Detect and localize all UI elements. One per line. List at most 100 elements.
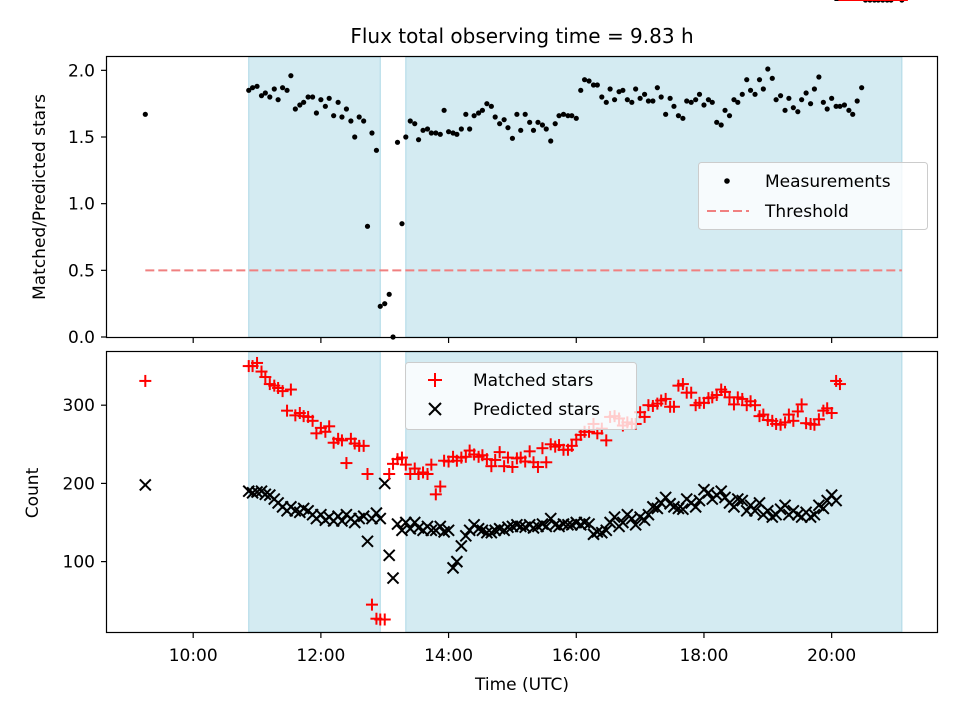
y-tick-label: 1.0 xyxy=(68,195,95,215)
predicted-star-point xyxy=(748,504,762,517)
predicted-marker-stroke xyxy=(667,500,681,514)
matched-star-point xyxy=(361,468,374,481)
predicted-marker-stroke xyxy=(544,512,557,525)
matched-star-point xyxy=(659,392,672,405)
measurement-point xyxy=(594,82,600,88)
measurement-point xyxy=(522,111,528,117)
top-y-axis-label: Matched/Predicted stars xyxy=(30,94,50,300)
legend-measurements-marker xyxy=(724,178,730,184)
predicted-marker-stroke xyxy=(408,516,421,529)
matched-star-point xyxy=(782,408,795,421)
measurement-point xyxy=(752,91,758,97)
predicted-marker-stroke xyxy=(335,514,349,528)
measurement-point xyxy=(428,130,434,136)
measurement-point xyxy=(484,101,490,107)
predicted-marker-stroke xyxy=(727,500,741,514)
predicted-marker-stroke xyxy=(412,521,425,535)
matched-star-point xyxy=(727,398,740,411)
matched-star-point xyxy=(139,374,152,387)
measurement-point xyxy=(581,77,588,83)
predicted-star-point xyxy=(361,535,374,548)
measurement-point xyxy=(735,99,741,105)
measurement-point xyxy=(714,119,720,125)
bottom-panel: 100 200 300 10:00 12:00 14:00 16:00 18:00 20:00… xyxy=(23,0,939,695)
measurement-point xyxy=(433,130,439,136)
measurement-point xyxy=(569,113,575,119)
chart-title: Flux total observing time = 9.83 h xyxy=(350,24,693,48)
predicted-marker-stroke xyxy=(501,520,515,534)
measurement-point xyxy=(816,74,822,80)
x-tick-label: 10:00 xyxy=(169,646,218,666)
matched-star-point xyxy=(395,451,408,464)
measurement-point xyxy=(824,106,830,112)
measurement-point xyxy=(348,118,354,124)
measurement-point xyxy=(258,93,265,99)
measurement-point xyxy=(518,127,524,133)
predicted-marker-stroke xyxy=(480,526,494,539)
measurement-point xyxy=(509,135,516,141)
measurement-point xyxy=(373,147,380,153)
measurement-point xyxy=(279,85,286,91)
predicted-star-point xyxy=(727,500,741,514)
measurement-point xyxy=(543,126,549,132)
measurement-point xyxy=(267,94,273,100)
matched-star-point xyxy=(425,458,438,471)
measurement-point xyxy=(629,99,635,105)
predicted-marker-stroke xyxy=(434,520,447,533)
matched-star-point xyxy=(791,405,804,418)
predicted-marker-stroke xyxy=(748,504,762,517)
measurement-point xyxy=(688,99,694,105)
matched-star-point xyxy=(749,399,762,412)
measurement-point xyxy=(297,102,303,108)
predicted-marker-stroke xyxy=(297,502,310,515)
top-plot-frame xyxy=(105,55,939,339)
matched-star-point xyxy=(667,400,680,413)
measurements-points xyxy=(142,0,905,340)
predicted-star-point xyxy=(761,504,775,517)
measurement-point xyxy=(637,95,643,101)
predicted-marker-stroke xyxy=(425,524,438,537)
bottom-legend: Matched stars Predicted stars xyxy=(405,362,637,430)
measurement-point xyxy=(769,75,775,81)
measurement-point xyxy=(586,78,592,84)
measurement-point xyxy=(386,291,392,297)
predicted-star-point xyxy=(455,539,468,553)
measurement-point xyxy=(420,127,426,133)
measurement-point xyxy=(620,87,626,93)
measurement-point xyxy=(322,103,328,109)
measurement-point xyxy=(790,105,796,111)
measurement-point xyxy=(611,97,618,103)
predicted-star-point xyxy=(450,555,464,568)
measurement-point xyxy=(479,107,486,113)
predicted-marker-stroke xyxy=(386,571,400,585)
predicted-star-point xyxy=(736,494,749,507)
measurement-point xyxy=(641,91,648,97)
predicted-star-point xyxy=(386,571,400,585)
predicted-marker-stroke xyxy=(561,518,575,532)
measurement-point xyxy=(667,95,673,101)
matched-star-point xyxy=(825,407,838,420)
matched-stars-points xyxy=(139,0,908,626)
measurement-point xyxy=(292,106,298,112)
measurement-point xyxy=(403,134,409,140)
measurement-point xyxy=(756,77,763,83)
top-panel: 0.00.51.01.52.0 Matched/Predicted stars … xyxy=(30,0,939,348)
measurement-point xyxy=(658,94,664,100)
measurement-point xyxy=(246,87,252,93)
measurement-point xyxy=(254,83,260,89)
measurement-point xyxy=(492,114,498,120)
measurement-point xyxy=(744,77,750,83)
top-legend: Measurements Threshold xyxy=(698,162,928,230)
matched-star-point xyxy=(459,450,472,463)
bottom-x-axis: 10:00 12:00 14:00 16:00 18:00 20:00 xyxy=(169,632,856,666)
measurement-point xyxy=(505,125,511,131)
predicted-marker-stroke xyxy=(370,506,383,520)
measurement-point xyxy=(701,102,707,108)
matched-star-point xyxy=(378,613,391,626)
matched-star-point xyxy=(383,468,396,481)
measurement-point xyxy=(361,118,367,124)
measurement-point xyxy=(645,98,652,104)
measurement-point xyxy=(488,103,494,109)
predicted-marker-stroke xyxy=(139,478,152,492)
